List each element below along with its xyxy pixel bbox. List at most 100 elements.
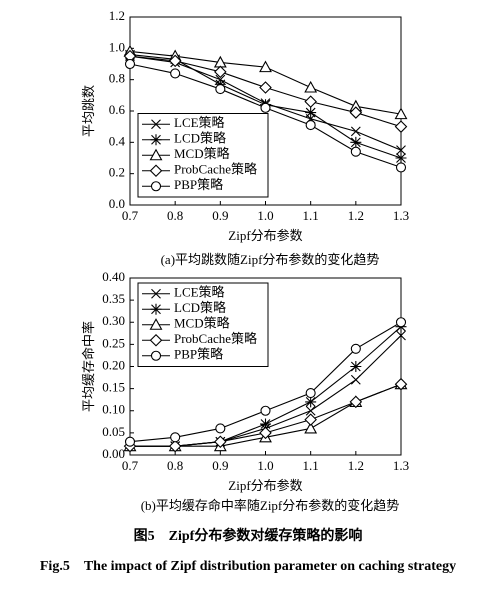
marker [350, 343, 361, 354]
y-tick-label: 0.05 [102, 424, 125, 439]
marker [260, 418, 271, 430]
y-tick-label: 0.6 [109, 102, 126, 117]
x-axis-label: Zipf分布参数 [228, 228, 302, 243]
marker [304, 421, 318, 434]
legend-marker [150, 303, 162, 315]
marker [170, 432, 181, 443]
marker [396, 145, 406, 156]
marker [259, 426, 272, 440]
y-axis-label: 平均缓存命中率 [81, 321, 96, 412]
legend-label: PBP策略 [174, 177, 223, 192]
marker [214, 65, 227, 79]
y-tick-label: 1.0 [109, 39, 125, 54]
marker [350, 146, 361, 157]
legend-label: ProbCache策略 [174, 162, 257, 177]
x-tick-label: 0.7 [122, 208, 139, 223]
y-tick-label: 0.2 [109, 165, 125, 180]
legend-marker [149, 148, 163, 161]
marker [259, 81, 272, 94]
legend-label: ProbCache策略 [174, 331, 257, 346]
marker [395, 317, 407, 328]
legend-marker [150, 181, 162, 192]
marker [304, 413, 317, 426]
x-axis-label: Zipf分布参数 [228, 478, 302, 493]
marker [170, 68, 181, 79]
y-tick-label: 0.00 [102, 446, 125, 461]
y-tick-label: 0.30 [102, 313, 125, 328]
x-tick-label: 0.9 [212, 458, 228, 473]
figure-caption-en: Fig.5 The impact of Zipf distribution pa… [40, 559, 456, 574]
x-tick-label: 0.8 [167, 208, 183, 223]
legend-marker [149, 333, 163, 347]
marker [214, 435, 227, 449]
marker [305, 387, 316, 399]
legend-label: LCD策略 [174, 131, 226, 146]
marker [215, 423, 226, 434]
y-tick-label: 0.20 [102, 357, 125, 372]
marker [259, 60, 272, 73]
marker [395, 162, 407, 173]
x-tick-label: 0.9 [212, 208, 228, 223]
legend-marker [151, 119, 161, 130]
marker [304, 80, 318, 93]
y-tick-label: 0.0 [109, 196, 125, 211]
y-tick-label: 0.25 [102, 335, 125, 350]
x-tick-label: 0.7 [122, 458, 139, 473]
marker [395, 152, 407, 164]
marker [349, 395, 363, 409]
subplot-caption: (a)平均跳数随Zipf分布参数的变化趋势 [161, 252, 380, 267]
marker [394, 377, 408, 391]
y-tick-label: 0.8 [109, 71, 125, 86]
legend-label: PBP策略 [174, 347, 223, 362]
x-tick-label: 1.0 [257, 208, 273, 223]
marker [350, 136, 362, 148]
marker [305, 107, 317, 119]
marker [260, 405, 271, 416]
figure-caption-zh: 图5 Zipf分布参数对缓存策略的影响 [134, 527, 363, 544]
marker [124, 58, 136, 70]
x-tick-label: 1.3 [393, 208, 409, 223]
legend-label: MCD策略 [174, 146, 230, 161]
marker [215, 84, 226, 95]
marker [350, 126, 361, 137]
x-tick-label: 1.2 [348, 458, 364, 473]
y-tick-label: 0.40 [102, 269, 125, 284]
legend-label: LCE策略 [174, 285, 225, 300]
marker [349, 106, 363, 119]
y-tick-label: 1.2 [109, 8, 125, 23]
legend-marker [149, 318, 163, 330]
y-tick-label: 0.4 [109, 133, 126, 148]
legend-marker [151, 288, 161, 299]
marker [304, 95, 317, 108]
legend-label: MCD策略 [174, 316, 230, 331]
x-tick-label: 1.2 [348, 208, 364, 223]
legend-marker [149, 164, 163, 178]
marker [124, 436, 136, 447]
legend-marker [150, 134, 162, 146]
marker [305, 405, 316, 416]
x-tick-label: 1.1 [303, 458, 319, 473]
x-tick-label: 1.1 [303, 208, 319, 223]
subplot-caption: (b)平均缓存命中率随Zipf分布参数的变化趋势 [141, 498, 400, 513]
marker [350, 361, 362, 372]
y-axis-label: 平均跳数 [81, 85, 96, 137]
x-tick-label: 1.3 [393, 458, 409, 473]
marker [168, 439, 182, 453]
x-tick-label: 1.0 [257, 458, 273, 473]
marker [394, 120, 408, 133]
y-tick-label: 0.15 [102, 380, 125, 395]
legend-label: LCD策略 [174, 300, 226, 315]
y-tick-label: 0.10 [102, 402, 125, 417]
marker [394, 107, 408, 120]
marker [305, 396, 317, 408]
y-tick-label: 0.35 [102, 291, 125, 306]
legend-label: LCE策略 [174, 115, 225, 130]
legend-marker [150, 350, 162, 361]
x-tick-label: 0.8 [167, 458, 183, 473]
marker [350, 374, 361, 385]
marker [305, 120, 316, 131]
marker [396, 330, 406, 341]
marker [168, 54, 182, 68]
marker [260, 102, 271, 113]
